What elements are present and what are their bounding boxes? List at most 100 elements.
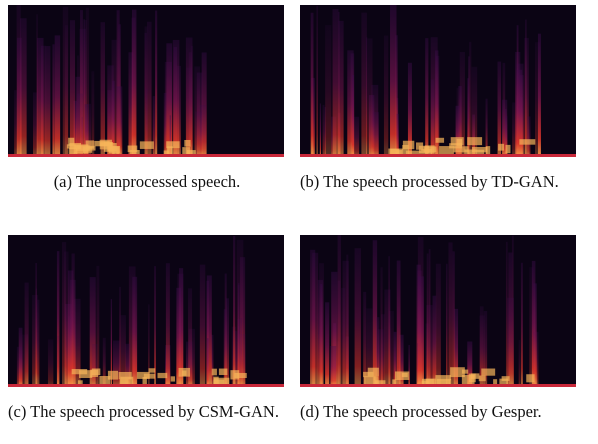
spectrogram	[300, 235, 576, 387]
spectrogram-texture	[188, 288, 193, 387]
spectrogram-texture	[211, 368, 217, 376]
spectrogram-texture	[300, 384, 576, 387]
spectrogram-texture	[320, 284, 323, 387]
spectrogram-texture	[471, 66, 478, 157]
spectrogram-texture	[353, 116, 360, 157]
spectrogram-texture	[361, 12, 367, 157]
spectrogram-texture	[331, 271, 338, 387]
spectrogram-texture	[533, 283, 537, 387]
spectrogram-texture	[407, 62, 412, 157]
spectrogram-texture	[110, 299, 112, 387]
spectrogram-texture	[190, 45, 194, 157]
spectrogram-texture	[130, 149, 140, 157]
spectrogram-texture	[170, 376, 176, 382]
spectrogram-texture	[366, 37, 368, 157]
spectrogram-texture	[435, 375, 451, 381]
spectrogram-texture	[389, 310, 394, 387]
spectrogram-texture	[392, 379, 397, 387]
spectrogram-texture	[182, 147, 190, 156]
spectrogram-texture	[37, 37, 44, 157]
spectrogram-texture	[169, 115, 172, 157]
spectrogram-texture	[185, 341, 193, 387]
spectrogram-texture	[449, 143, 462, 149]
spectrogram-texture	[384, 289, 391, 387]
spectrogram-texture	[84, 104, 89, 157]
spectrogram-texture	[148, 368, 156, 373]
spectrogram-texture	[421, 148, 433, 155]
spectrogram-texture	[157, 372, 168, 379]
spectrogram-texture	[119, 286, 121, 387]
spectrogram-texture	[211, 334, 214, 387]
spectrogram-texture	[100, 22, 106, 157]
spectrogram-texture	[493, 379, 498, 386]
spectrogram-texture	[475, 149, 485, 156]
spectrogram-texture	[166, 141, 180, 149]
spectrogram-texture	[90, 369, 99, 377]
spectrogram-texture	[8, 384, 284, 387]
spectrogram-texture	[300, 154, 576, 157]
spectrogram-texture	[525, 19, 527, 157]
spectrogram-texture	[325, 302, 330, 387]
spectrogram	[8, 235, 284, 387]
spectrogram-texture	[499, 378, 509, 387]
spectrogram-texture	[52, 44, 55, 157]
spectrogram-texture	[120, 315, 126, 387]
spectrogram-texture	[73, 298, 81, 387]
spectrogram-texture	[99, 375, 111, 385]
spectrogram-texture	[132, 276, 138, 387]
spectrogram-texture	[390, 5, 397, 157]
spectrogram-texture	[312, 252, 319, 387]
spectrogram-texture	[199, 264, 206, 387]
spectrogram-texture	[136, 371, 150, 379]
spectrogram-texture	[76, 145, 90, 151]
spectrogram-texture	[143, 373, 156, 379]
figure-panel: (d) The speech processed by Gesper.	[300, 235, 578, 422]
spectrogram-texture	[77, 380, 83, 387]
spectrogram-texture	[459, 51, 465, 157]
spectrogram-texture	[426, 305, 433, 387]
spectrogram-texture	[128, 52, 134, 157]
spectrogram-texture	[454, 308, 459, 387]
spectrogram-texture	[526, 374, 535, 383]
spectrogram-texture	[177, 273, 184, 387]
spectrogram-texture	[20, 18, 27, 157]
spectrogram-texture	[173, 47, 178, 157]
spectrogram-texture	[469, 41, 472, 157]
spectrogram-texture	[520, 262, 523, 387]
spectrogram-texture	[363, 291, 367, 387]
caption: (b) The speech processed by TD-GAN.	[300, 172, 559, 191]
spectrogram-texture	[86, 145, 96, 151]
spectrogram-texture	[425, 38, 429, 157]
spectrogram-texture	[342, 260, 349, 387]
spectrogram-texture	[483, 310, 488, 387]
spectrogram-texture	[71, 369, 88, 375]
spectrogram-texture	[446, 263, 448, 387]
spectrogram-texture	[319, 103, 321, 157]
spectrogram-texture	[373, 112, 379, 157]
spectrogram-texture	[401, 372, 408, 378]
spectrogram-texture	[337, 235, 341, 387]
spectrogram-texture	[71, 253, 75, 387]
spectrogram-texture	[94, 140, 110, 147]
spectrogram-texture	[67, 270, 74, 387]
spectrogram-texture	[501, 376, 510, 381]
spectrogram-texture	[102, 337, 106, 387]
spectrogram-texture	[36, 14, 38, 157]
spectrogram-texture	[184, 139, 191, 147]
spectrogram-texture	[182, 370, 187, 376]
spectrogram-texture	[332, 9, 339, 157]
spectrogram-texture	[85, 140, 95, 149]
spectrogram-texture	[147, 21, 152, 157]
spectrogram-texture	[47, 339, 54, 387]
spectrogram-texture	[435, 263, 441, 387]
spectrogram-texture	[430, 79, 435, 157]
spectrogram-texture	[518, 339, 521, 387]
spectrogram-texture	[435, 50, 439, 157]
spectrogram-texture	[527, 116, 531, 157]
spectrogram-texture	[213, 377, 230, 387]
spectrogram-texture	[92, 343, 98, 387]
spectrogram-texture	[57, 335, 60, 387]
spectrogram-texture	[388, 256, 390, 387]
spectrogram-texture	[240, 318, 242, 387]
